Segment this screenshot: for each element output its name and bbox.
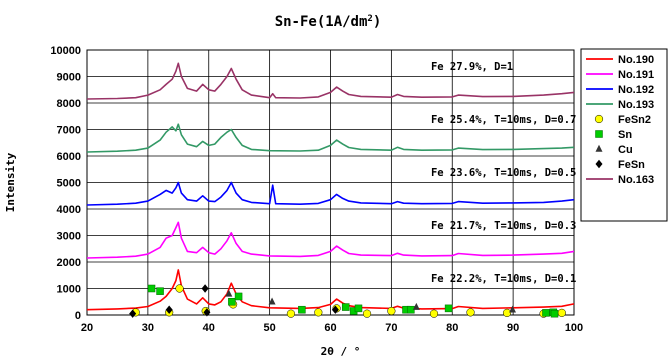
marker-fesn — [331, 305, 339, 314]
y-tick-label: 5000 — [57, 178, 81, 190]
marker-sn — [228, 298, 236, 306]
marker-fesn2 — [175, 284, 184, 293]
legend-marker — [595, 130, 603, 138]
marker-fesn2 — [429, 309, 439, 318]
legend-marker — [595, 144, 603, 152]
y-tick-label: 10000 — [50, 45, 81, 57]
marker-fesn2 — [286, 309, 296, 318]
marker-layer — [129, 284, 566, 318]
x-tick-label: 20 — [81, 322, 93, 334]
y-tick-label: 0 — [75, 310, 81, 322]
x-axis-label: 2θ / ° — [321, 345, 361, 358]
y-tick-label: 7000 — [57, 125, 81, 137]
legend-label: Cu — [618, 144, 633, 156]
legend-label: FeSn — [618, 159, 645, 171]
y-tick-label: 3000 — [57, 231, 81, 243]
legend-label: No.163 — [618, 174, 654, 186]
marker-sn — [444, 304, 453, 313]
marker-fesn — [129, 309, 137, 318]
marker-sn — [234, 292, 243, 301]
marker-sn — [298, 305, 306, 314]
legend-label: Sn — [618, 129, 632, 141]
y-tick-label: 1000 — [57, 284, 81, 296]
chart-title-main: Sn-Fe(1A/dm — [275, 14, 368, 30]
marker-sn — [147, 284, 156, 293]
marker-sn — [542, 309, 550, 317]
series-line-no163 — [86, 62, 575, 100]
marker-fesn — [203, 308, 211, 317]
series-line-no190 — [86, 269, 575, 311]
marker-cu — [225, 289, 233, 297]
x-tick-label: 40 — [203, 322, 215, 334]
marker-fesn2 — [362, 309, 372, 318]
annotation-label: Fe 22.2%, T=10ms, D=0.1 — [431, 273, 576, 285]
annotation-label: Fe 23.6%, T=10ms, D=0.5 — [431, 167, 576, 179]
series-layer — [86, 62, 575, 311]
y-tick-label: 6000 — [57, 151, 81, 163]
legend-label: No.192 — [618, 84, 654, 96]
marker-cu — [509, 305, 517, 313]
y-tick-label: 4000 — [57, 204, 81, 216]
annotation-label: Fe 27.9%, D=1 — [431, 61, 513, 73]
plot-area — [86, 49, 575, 316]
marker-fesn2 — [557, 308, 566, 317]
annotation-label: Fe 21.7%, T=10ms, D=0.3 — [431, 220, 576, 232]
x-tick-label: 80 — [446, 322, 458, 334]
legend: No.190 No.191 No.192 No.193 FeSn2 Sn Cu FeSn No.… — [580, 48, 668, 222]
legend-label: No.191 — [618, 69, 654, 81]
chart-title-end: ) — [373, 14, 381, 30]
x-tick-label: 100 — [565, 322, 583, 334]
marker-cu — [268, 297, 276, 305]
series-line-no191 — [86, 221, 575, 259]
y-tick-label: 9000 — [57, 72, 81, 84]
chart-title-superscript: 2 — [367, 14, 372, 24]
x-tick-label: 70 — [385, 322, 397, 334]
marker-sn — [156, 287, 164, 295]
y-tick-labels: 0 1000 2000 3000 4000 5000 6000 7000 8000 9000 100… — [50, 45, 81, 322]
x-tick-label: 90 — [507, 322, 519, 334]
marker-sn — [550, 309, 559, 318]
legend-label: FeSn2 — [618, 114, 651, 126]
marker-fesn2 — [502, 308, 512, 317]
annotation-layer: Fe 27.9%, D=1 Fe 25.4%, T=10ms, D=0.7 Fe 2… — [431, 61, 576, 285]
x-tick-label: 60 — [324, 322, 336, 334]
marker-sn — [354, 304, 363, 313]
y-tick-label: 8000 — [57, 98, 81, 110]
series-line-no193 — [86, 123, 575, 153]
annotation-label: Fe 25.4%, T=10ms, D=0.7 — [431, 114, 576, 126]
marker-fesn2 — [387, 306, 396, 316]
y-tick-label: 2000 — [57, 257, 81, 269]
x-tick-label: 30 — [142, 322, 154, 334]
marker-fesn — [201, 284, 209, 293]
legend-label: No.193 — [618, 99, 654, 111]
chart-title: Sn-Fe(1A/dm2) — [275, 14, 382, 30]
series-line-no192 — [86, 181, 575, 206]
marker-fesn2 — [314, 308, 323, 317]
x-tick-labels: 20 30 40 50 60 70 80 90 100 — [81, 322, 583, 334]
marker-cu — [412, 302, 420, 310]
x-tick-label: 50 — [264, 322, 276, 334]
legend-marker — [594, 114, 604, 124]
marker-sn — [341, 303, 350, 311]
legend-label: No.190 — [618, 54, 654, 66]
marker-fesn2 — [466, 308, 475, 317]
y-axis-label: Intensity — [4, 152, 17, 212]
legend-marker — [595, 159, 603, 169]
marker-fesn — [165, 305, 173, 314]
